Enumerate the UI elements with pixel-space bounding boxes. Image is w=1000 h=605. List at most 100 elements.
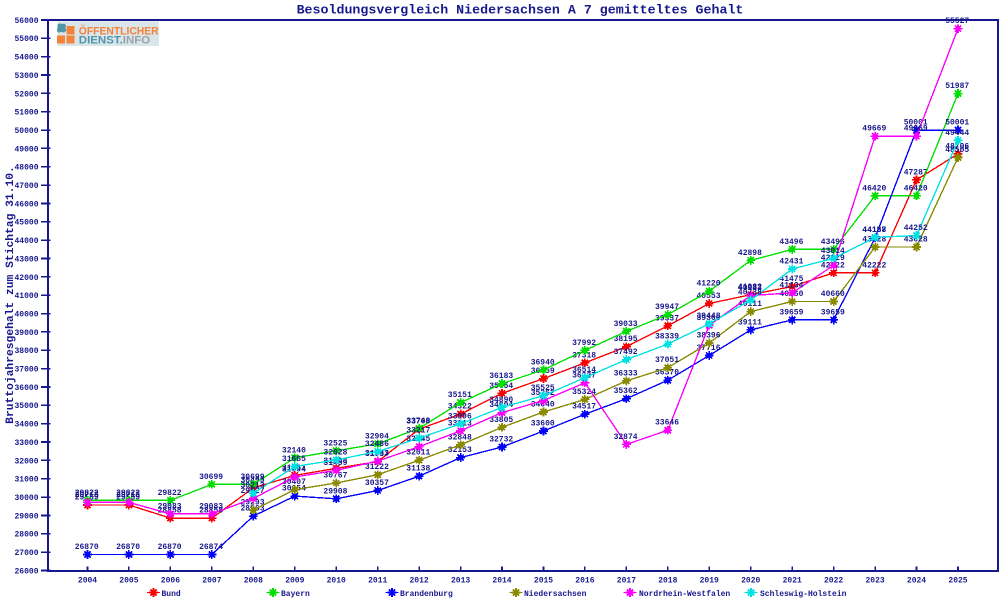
svg-text:45000: 45000 [14, 219, 38, 228]
svg-text:Besoldungsvergleich Niedersach: Besoldungsvergleich Niedersachsen A 7 ge… [297, 3, 744, 18]
svg-text:2008: 2008 [244, 576, 263, 585]
svg-text:46420: 46420 [904, 184, 928, 193]
svg-text:2018: 2018 [658, 576, 677, 585]
svg-text:33996: 33996 [448, 412, 472, 421]
svg-text:32028: 32028 [323, 448, 347, 457]
svg-text:39000: 39000 [14, 329, 38, 338]
svg-text:2019: 2019 [700, 576, 719, 585]
svg-text:47000: 47000 [14, 182, 38, 191]
svg-text:43496: 43496 [779, 238, 803, 247]
svg-text:2012: 2012 [409, 576, 428, 585]
svg-text:30357: 30357 [365, 479, 389, 488]
svg-text:54000: 54000 [14, 54, 38, 63]
svg-text:36370: 36370 [655, 369, 679, 378]
svg-text:50001: 50001 [945, 119, 969, 128]
svg-text:32486: 32486 [365, 440, 389, 449]
svg-text:39111: 39111 [738, 318, 762, 327]
svg-text:33708: 33708 [406, 418, 430, 427]
svg-text:35525: 35525 [531, 384, 555, 393]
svg-text:33217: 33217 [406, 427, 430, 436]
svg-text:33600: 33600 [531, 420, 555, 429]
svg-text:2021: 2021 [783, 576, 802, 585]
svg-text:29908: 29908 [323, 487, 347, 496]
svg-text:29000: 29000 [14, 512, 38, 521]
svg-text:41220: 41220 [696, 280, 720, 289]
svg-text:Nordrhein-Westfalen: Nordrhein-Westfalen [639, 590, 730, 599]
svg-text:26870: 26870 [116, 543, 140, 552]
svg-text:29822: 29822 [75, 489, 99, 498]
svg-text:48706: 48706 [945, 142, 969, 151]
svg-text:32904: 32904 [365, 432, 389, 441]
svg-text:39659: 39659 [821, 308, 845, 317]
svg-text:Brandenburg: Brandenburg [400, 590, 453, 599]
svg-text:50001: 50001 [904, 119, 928, 128]
svg-text:48505: 48505 [945, 146, 969, 155]
svg-text:2007: 2007 [202, 576, 221, 585]
svg-text:39659: 39659 [779, 308, 803, 317]
svg-text:49000: 49000 [14, 145, 38, 154]
svg-text:Niedersachsen: Niedersachsen [524, 590, 587, 599]
svg-text:36940: 36940 [531, 358, 555, 367]
svg-text:46000: 46000 [14, 200, 38, 209]
svg-text:33805: 33805 [489, 416, 513, 425]
svg-text:34522: 34522 [448, 403, 472, 412]
svg-text:34640: 34640 [531, 401, 555, 410]
svg-text:56000: 56000 [14, 17, 38, 26]
svg-text:40000: 40000 [14, 311, 38, 320]
svg-text:44138: 44138 [862, 226, 886, 235]
svg-text:2013: 2013 [451, 576, 470, 585]
svg-text:2023: 2023 [865, 576, 884, 585]
svg-text:2010: 2010 [327, 576, 346, 585]
svg-text:2011: 2011 [368, 576, 387, 585]
svg-text:DIENST.INFO: DIENST.INFO [79, 35, 151, 47]
svg-text:31138: 31138 [406, 465, 430, 474]
svg-text:32140: 32140 [282, 446, 306, 455]
svg-text:47287: 47287 [904, 168, 928, 177]
svg-text:41000: 41000 [14, 292, 38, 301]
svg-text:41475: 41475 [779, 275, 803, 284]
svg-text:37318: 37318 [572, 351, 596, 360]
svg-text:29083: 29083 [199, 502, 223, 511]
svg-text:39360: 39360 [696, 314, 720, 323]
svg-text:30213: 30213 [240, 482, 264, 491]
svg-text:40983: 40983 [738, 284, 762, 293]
svg-text:42898: 42898 [738, 249, 762, 258]
svg-text:2020: 2020 [741, 576, 760, 585]
svg-text:38000: 38000 [14, 347, 38, 356]
svg-text:31665: 31665 [282, 455, 306, 464]
svg-text:33646: 33646 [655, 419, 679, 428]
svg-text:2014: 2014 [492, 576, 511, 585]
svg-text:29822: 29822 [116, 489, 140, 498]
svg-text:ÖFFENTLICHER: ÖFFENTLICHER [79, 24, 159, 38]
svg-text:Bund: Bund [162, 590, 181, 599]
svg-text:43496: 43496 [821, 238, 845, 247]
svg-text:44252: 44252 [904, 224, 928, 233]
svg-text:32011: 32011 [406, 449, 430, 458]
svg-text:32848: 32848 [448, 433, 472, 442]
svg-text:40553: 40553 [696, 292, 720, 301]
svg-text:53000: 53000 [14, 72, 38, 81]
svg-text:31094: 31094 [282, 466, 306, 475]
svg-text:44000: 44000 [14, 237, 38, 246]
svg-text:30699: 30699 [199, 473, 223, 482]
svg-text:26870: 26870 [158, 543, 182, 552]
svg-text:Bayern: Bayern [281, 590, 310, 599]
svg-text:30699: 30699 [240, 473, 264, 482]
svg-text:37492: 37492 [614, 348, 638, 357]
svg-text:39033: 39033 [614, 320, 638, 329]
svg-text:29713: 29713 [75, 491, 99, 500]
svg-text:41032: 41032 [738, 283, 762, 292]
svg-text:43014: 43014 [821, 247, 845, 256]
svg-text:42000: 42000 [14, 274, 38, 283]
svg-text:34517: 34517 [572, 403, 596, 412]
svg-text:33000: 33000 [14, 439, 38, 448]
svg-text:32153: 32153 [448, 446, 472, 455]
svg-text:27000: 27000 [14, 549, 38, 558]
svg-text:55000: 55000 [14, 35, 38, 44]
svg-text:38396: 38396 [696, 332, 720, 341]
svg-text:51000: 51000 [14, 109, 38, 118]
svg-text:37051: 37051 [655, 356, 679, 365]
svg-text:Bruttojahresgehalt zum Stichta: Bruttojahresgehalt zum Stichtag 31.10. [5, 166, 17, 424]
svg-text:50000: 50000 [14, 127, 38, 136]
svg-text:Schleswig-Holstein: Schleswig-Holstein [760, 590, 847, 599]
